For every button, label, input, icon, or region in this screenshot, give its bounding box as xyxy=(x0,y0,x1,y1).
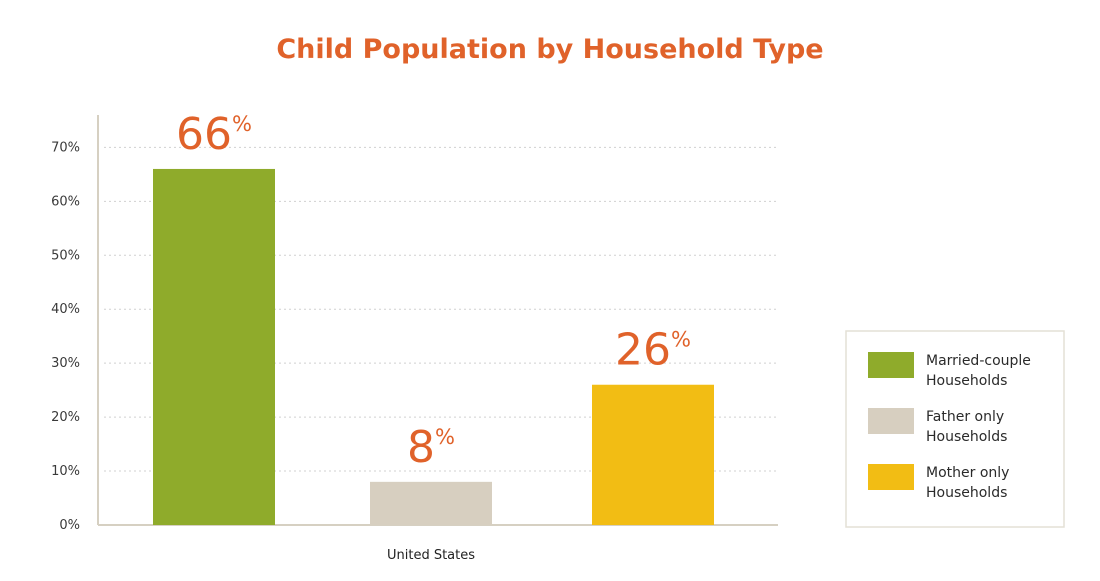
legend-label-line: Mother only xyxy=(926,465,1009,481)
y-tick-label: 60% xyxy=(51,194,80,209)
y-tick-label: 20% xyxy=(51,410,80,425)
legend: Married-couple Households Father only House… xyxy=(845,330,1065,528)
bar-value-number: 66 xyxy=(176,109,232,160)
legend-swatch xyxy=(868,352,914,378)
bar-value-number: 8 xyxy=(407,422,435,473)
bar xyxy=(370,481,492,525)
chart-title: Child Population by Household Type xyxy=(276,34,823,65)
y-tick-label: 30% xyxy=(51,356,80,371)
bar-value-unit: % xyxy=(435,425,455,449)
y-tick-label: 40% xyxy=(51,302,80,317)
bar-value-label: 26% xyxy=(615,325,691,376)
bar-value-label: 8% xyxy=(407,422,455,473)
x-category-label: United States xyxy=(387,548,475,563)
legend-label-line: Households xyxy=(926,373,1007,389)
bar-value-unit: % xyxy=(671,328,691,352)
y-tick-label: 50% xyxy=(51,248,80,263)
y-tick-label: 10% xyxy=(51,464,80,479)
bar xyxy=(592,384,714,525)
bar-value-unit: % xyxy=(232,112,252,136)
legend-swatch xyxy=(868,408,914,434)
y-tick-label: 70% xyxy=(51,140,80,155)
legend-label-line: Households xyxy=(926,429,1007,445)
bar-value-number: 26 xyxy=(615,325,671,376)
bar xyxy=(153,168,275,525)
y-tick-label: 0% xyxy=(59,518,80,533)
y-axis-ticks: 0% 10% 20% 30% 40% 50% 60% 70% xyxy=(51,140,80,533)
legend-label: Mother only Households xyxy=(926,465,1009,501)
data-labels: 66%8%26% xyxy=(176,109,691,473)
legend-label-line: Married-couple xyxy=(926,353,1031,369)
legend-label: Married-couple Households xyxy=(926,353,1031,389)
bar-value-label: 66% xyxy=(176,109,252,160)
legend-label: Father only Households xyxy=(926,409,1007,445)
legend-label-line: Households xyxy=(926,485,1007,501)
legend-swatch xyxy=(868,464,914,490)
legend-label-line: Father only xyxy=(926,409,1004,425)
bars xyxy=(153,168,714,525)
